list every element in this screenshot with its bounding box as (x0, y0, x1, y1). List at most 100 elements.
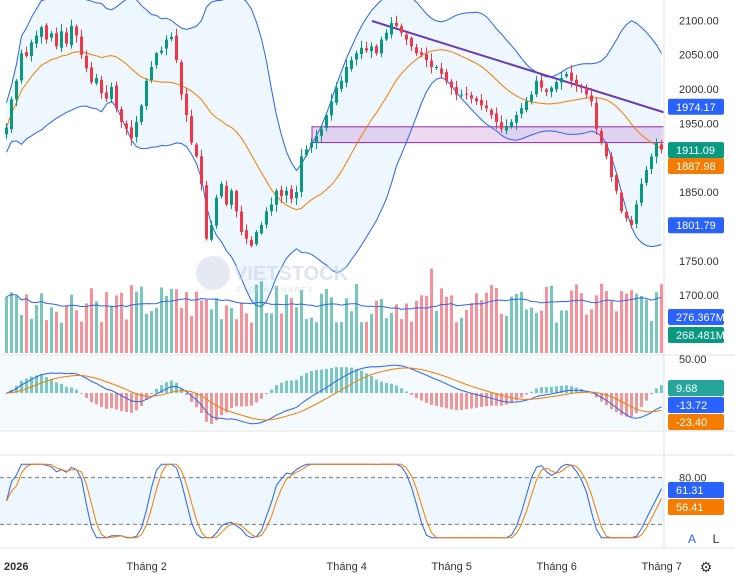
macd-histogram-bar (230, 393, 233, 409)
macd-tag-2-label: -23.40 (676, 417, 707, 429)
volume-bar (495, 287, 498, 353)
x-axis-label: Tháng 5 (432, 561, 472, 573)
candle (535, 75, 538, 98)
log-scale-button[interactable]: L (712, 532, 720, 546)
stochastic-tag-0: 61.31 (668, 482, 724, 498)
volume-bar (345, 298, 348, 353)
candle (5, 123, 8, 140)
candle (630, 215, 633, 229)
volume-bar (340, 322, 343, 353)
candle (380, 36, 383, 58)
candle (10, 96, 13, 134)
macd-histogram-bar (415, 393, 418, 399)
volume-bar (410, 321, 413, 353)
macd-histogram-bar (605, 393, 608, 406)
volume-bar (35, 305, 38, 353)
candle-body (210, 225, 213, 240)
volume-bar (190, 316, 193, 353)
candle-body (200, 156, 203, 184)
macd-histogram-bar (490, 393, 493, 406)
candle-body (440, 68, 443, 74)
candle (100, 75, 103, 99)
candle-body (330, 101, 333, 116)
macd-histogram-bar (205, 393, 208, 422)
macd-histogram-bar (85, 393, 88, 398)
candle (230, 188, 233, 210)
auto-scale-button[interactable]: A (687, 532, 696, 546)
macd-histogram-bar (390, 383, 393, 393)
macd-histogram-bar (120, 393, 123, 412)
stochastic-tag-0-label: 61.31 (676, 485, 704, 497)
candle-body (15, 80, 18, 100)
candle-body (360, 47, 363, 55)
volume-bar (535, 313, 538, 353)
macd-histogram-bar (270, 389, 273, 393)
candle-body (120, 109, 123, 122)
volume-tag-bg (668, 327, 724, 343)
macd-histogram-bar (5, 393, 8, 394)
macd-histogram-bar (470, 393, 473, 409)
volume-bar (30, 318, 33, 353)
macd-histogram-bar (295, 379, 298, 393)
volume-bar (370, 313, 373, 353)
volume-bar (145, 313, 148, 353)
price-pane (5, 0, 665, 308)
candle-body (475, 98, 478, 102)
volume-bar (485, 292, 488, 353)
macd-histogram-bar (215, 393, 218, 421)
volume-bar (230, 307, 233, 353)
volume-bar (90, 288, 93, 353)
candle (415, 43, 418, 57)
volume-bar (80, 321, 83, 353)
volume-bar (270, 313, 273, 353)
candle (570, 64, 573, 88)
candle-body (35, 35, 38, 44)
volume-bar (420, 295, 423, 353)
macd-histogram-bar (190, 393, 193, 402)
candle-body (410, 38, 413, 47)
candle-body (595, 102, 598, 129)
candle (305, 145, 308, 157)
candle (15, 78, 18, 107)
candle-body (340, 80, 343, 89)
stochastic-band (0, 477, 664, 525)
candle (210, 220, 213, 242)
candle (45, 23, 48, 44)
volume-bar (555, 322, 558, 353)
candle-body (265, 211, 268, 225)
candle-body (420, 52, 423, 55)
macd-histogram-bar (500, 393, 503, 406)
macd-histogram-bar (450, 393, 453, 410)
volume-bar (630, 290, 633, 353)
candle-body (175, 35, 178, 61)
candle (525, 97, 528, 113)
candle-body (465, 93, 468, 95)
volume-bar (620, 291, 623, 353)
macd-histogram-bar (325, 368, 328, 393)
candle (105, 85, 108, 103)
volume-bar (210, 309, 213, 353)
macd-histogram-bar (530, 391, 533, 393)
macd-histogram-bar (565, 385, 568, 393)
candle (590, 88, 593, 107)
macd-tag-2-bg (668, 414, 724, 430)
candle-body (645, 170, 648, 183)
candle (65, 27, 68, 48)
candle (25, 46, 28, 58)
candle (360, 40, 363, 60)
candle-body (85, 55, 88, 69)
candle (465, 86, 468, 100)
candle (170, 32, 173, 42)
macd-histogram-bar (425, 393, 428, 403)
volume-bar (415, 300, 418, 353)
candle (40, 25, 43, 44)
volume-bar (490, 285, 493, 353)
macd-tag-1-bg (668, 397, 724, 413)
settings-icon[interactable]: ⚙ (699, 559, 713, 575)
macd-tag-1: -13.72 (668, 397, 724, 413)
volume-bar (65, 305, 68, 353)
volume-bar (530, 307, 533, 353)
volume-bar (180, 307, 183, 353)
candle-body (290, 189, 293, 199)
